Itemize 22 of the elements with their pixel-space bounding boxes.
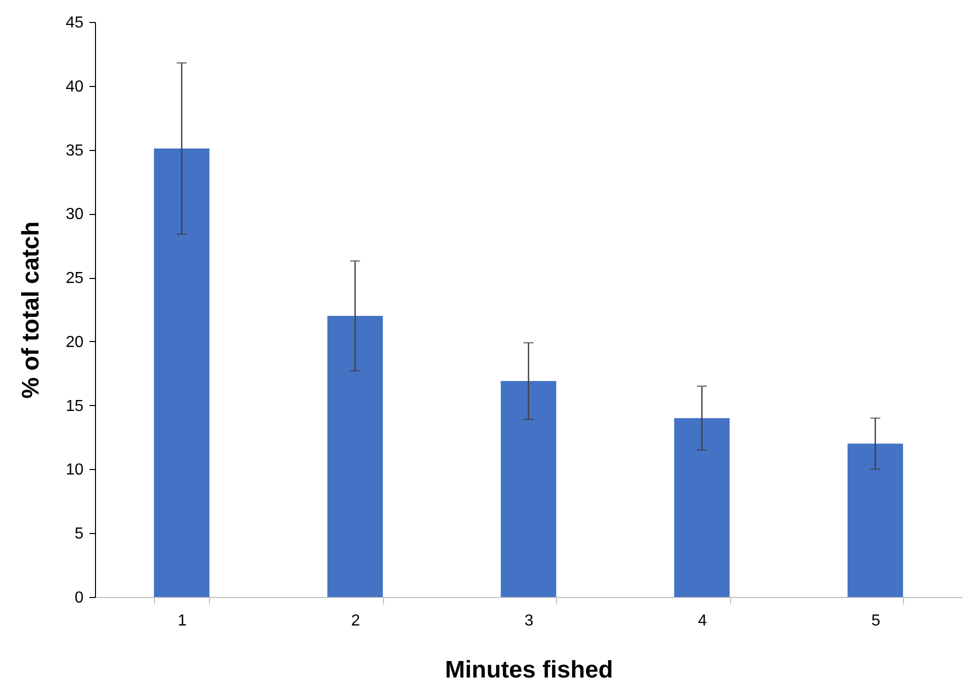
y-tick-label: 0 [74,590,84,606]
bar [674,418,730,597]
bar [500,381,556,597]
x-tick-label: 4 [698,612,707,630]
x-axis-title: Minutes fished [444,656,614,684]
y-tick-label: 15 [66,398,84,415]
y-tick-label: 40 [66,78,84,96]
x-tick-label: 1 [178,612,187,630]
y-tick-label: 45 [66,14,84,32]
y-tick-label: 5 [74,526,84,543]
x-tick-label: 3 [524,612,534,630]
y-tick-label: 25 [66,270,84,288]
y-axis-title: % of total catch [18,221,45,399]
y-tick-label: 30 [66,206,84,224]
x-tick-label: 2 [351,612,360,630]
y-tick-label: 35 [66,142,84,160]
x-tick-label: 5 [871,612,880,630]
y-tick-label: 20 [66,334,84,351]
y-tick-label: 10 [66,462,84,479]
bar [327,316,383,597]
bar [848,444,904,597]
bar [154,148,210,597]
